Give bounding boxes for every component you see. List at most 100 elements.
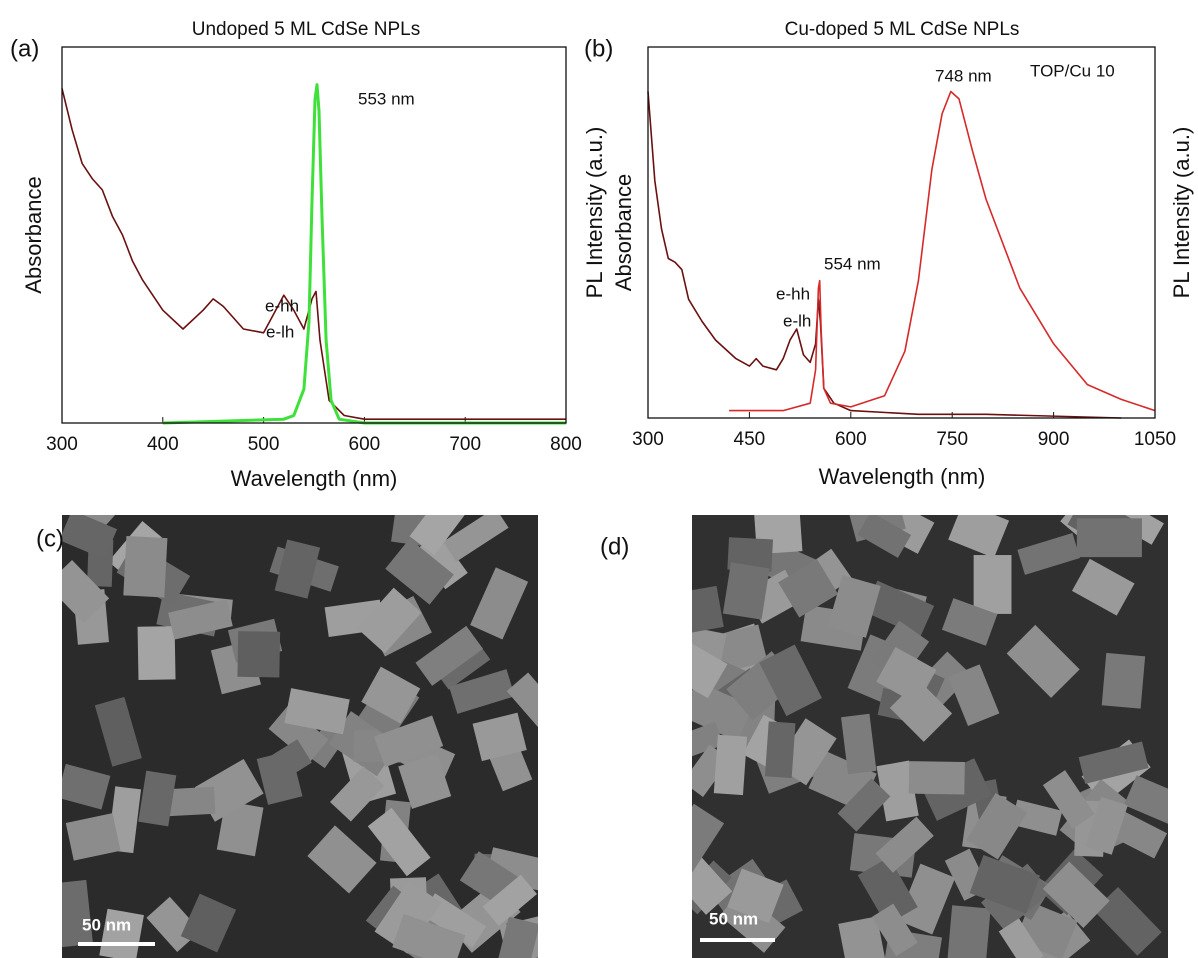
micrograph <box>62 515 538 958</box>
annotation: e-hh <box>265 296 299 315</box>
platelet <box>1085 796 1128 855</box>
platelet <box>361 666 421 724</box>
platelet <box>65 813 121 861</box>
annotation: e-hh <box>776 284 810 303</box>
platelet <box>415 625 484 686</box>
platelet <box>897 863 956 935</box>
annotation: 748 nm <box>935 66 992 85</box>
platelet <box>692 846 733 915</box>
platelet <box>470 567 529 640</box>
platelet <box>998 918 1044 958</box>
platelet <box>764 721 796 779</box>
platelet <box>168 786 216 817</box>
platelet <box>838 916 888 958</box>
annotation: TOP/Cu 10 <box>1030 61 1115 80</box>
annotation: e-lh <box>783 311 811 330</box>
micrograph <box>692 515 1168 958</box>
platelet <box>1078 741 1149 784</box>
line-series <box>162 83 566 425</box>
platelet <box>259 739 312 787</box>
platelet <box>385 538 454 605</box>
platelet <box>876 646 937 705</box>
x-tick-label: 300 <box>632 429 664 450</box>
platelet <box>472 712 527 762</box>
line-series <box>729 90 1156 412</box>
platelet <box>1042 770 1095 829</box>
platelet <box>722 562 770 620</box>
panel-label: (b) <box>584 35 613 62</box>
platelet <box>857 857 918 926</box>
platelet <box>330 766 385 822</box>
line-series <box>647 91 1122 419</box>
platelet <box>863 580 935 637</box>
platelet <box>284 688 350 735</box>
platelet <box>837 778 891 832</box>
y2-axis-label: PL Intensity (a.u.) <box>1169 127 1194 299</box>
platelet <box>449 669 515 714</box>
platelet <box>692 681 754 742</box>
platelet <box>123 536 168 598</box>
platelet <box>692 803 725 876</box>
platelet <box>274 539 321 599</box>
platelet <box>62 559 110 624</box>
panel-label: (a) <box>10 35 39 62</box>
platelet <box>778 559 839 618</box>
platelet <box>969 854 1040 914</box>
chart-title: Undoped 5 ML CdSe NPLs <box>192 19 420 40</box>
platelet <box>409 515 473 556</box>
x-tick-label: 600 <box>835 429 867 450</box>
platelet <box>180 893 237 953</box>
platelet <box>94 696 142 767</box>
platelet <box>1123 775 1168 830</box>
platelet <box>692 636 728 699</box>
line-series <box>61 88 566 420</box>
y-axis-label: PL Intensity (a.u.) <box>582 127 607 299</box>
platelet <box>1093 886 1162 956</box>
platelet <box>168 599 233 640</box>
plot-frame <box>647 46 1156 419</box>
x-tick-label: 800 <box>550 434 582 455</box>
platelet <box>713 734 748 796</box>
platelet <box>237 631 281 678</box>
x-axis-label: Wavelength (nm) <box>819 464 986 489</box>
platelet <box>871 903 918 957</box>
platelet <box>268 705 329 763</box>
platelet <box>367 807 431 877</box>
y-axis-label: Absorbance <box>21 176 46 293</box>
platelet <box>1076 518 1142 558</box>
y-axis-label: Absorbance <box>611 174 636 291</box>
platelet <box>1042 861 1110 928</box>
platelet <box>876 760 919 822</box>
x-tick-label: 400 <box>147 434 179 455</box>
platelet <box>827 575 881 638</box>
x-tick-label: 300 <box>46 434 78 455</box>
annotation: 553 nm <box>358 89 415 108</box>
platelet <box>307 825 377 894</box>
x-tick-label: 1050 <box>1134 429 1176 450</box>
platelet <box>841 713 877 775</box>
platelet <box>62 879 93 948</box>
platelet <box>1071 558 1135 616</box>
platelet <box>966 793 1028 860</box>
platelet <box>392 913 466 958</box>
platelet <box>357 587 422 654</box>
platelet <box>948 664 1000 727</box>
platelet <box>857 515 912 558</box>
plot-frame <box>61 46 567 424</box>
platelet <box>948 515 1010 559</box>
platelet <box>138 770 177 827</box>
x-tick-label: 700 <box>449 434 481 455</box>
platelet <box>216 800 264 857</box>
x-tick-label: 500 <box>248 434 280 455</box>
platelet <box>692 585 724 636</box>
platelet <box>137 626 176 681</box>
platelet <box>99 908 144 958</box>
platelet <box>398 753 452 809</box>
platelet <box>1006 624 1080 698</box>
scale-bar-label: 50 nm <box>709 909 758 928</box>
platelet <box>875 816 934 873</box>
panel-label: (c) <box>36 525 64 552</box>
platelet <box>908 761 965 795</box>
platelet <box>941 598 998 646</box>
